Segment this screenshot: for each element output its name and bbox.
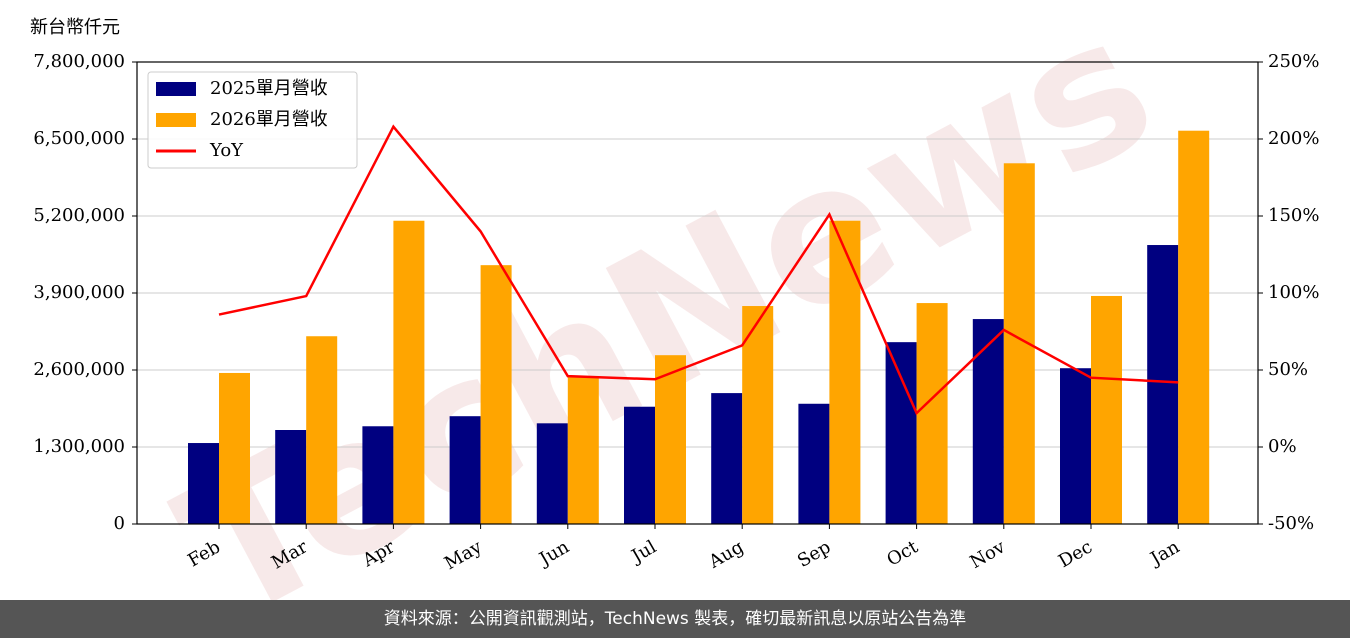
yoy-line	[218, 124, 1179, 416]
bar	[829, 220, 861, 524]
bar	[567, 377, 599, 524]
bar	[275, 430, 307, 524]
legend-swatch	[156, 82, 196, 96]
y2-tick-label: 100%	[1268, 282, 1319, 303]
y2-tick-label: -50%	[1268, 513, 1314, 534]
bar	[742, 306, 774, 524]
y-tick-label: 5,200,000	[33, 205, 125, 226]
bar	[1147, 245, 1179, 524]
bar	[916, 303, 948, 524]
bar	[1178, 130, 1210, 524]
bar	[536, 423, 568, 524]
legend-label: YoY	[209, 140, 244, 161]
bar	[711, 393, 743, 524]
bar	[219, 372, 250, 524]
x-tick-label: Nov	[966, 536, 1009, 573]
y-tick-label: 6,500,000	[33, 128, 125, 149]
bar	[393, 220, 425, 524]
bar	[1060, 368, 1091, 524]
bar	[655, 355, 686, 524]
bar	[306, 336, 338, 524]
x-tick-label: Jul	[626, 536, 660, 568]
bar	[480, 265, 512, 524]
bar	[188, 443, 219, 524]
y-tick-label: 1,300,000	[33, 436, 125, 457]
x-tick-label: Dec	[1055, 536, 1096, 572]
bar	[1091, 295, 1122, 524]
legend-label: 2025單月營收	[210, 78, 328, 99]
y2-tick-label: 200%	[1268, 128, 1319, 149]
legend-swatch	[156, 113, 196, 127]
bar	[885, 342, 917, 524]
x-tick-label: Aug	[705, 536, 748, 573]
y-tick-label: 0	[114, 513, 125, 534]
bar	[798, 403, 830, 524]
x-tick-label: Sep	[794, 536, 834, 571]
bar	[362, 426, 394, 524]
legend-box	[147, 71, 358, 169]
bar	[449, 416, 481, 524]
bar	[624, 406, 655, 524]
bar	[972, 319, 1004, 524]
x-tick-label: Jun	[534, 536, 573, 571]
y-tick-label: 7,800,000	[33, 51, 125, 72]
y2-tick-label: 150%	[1268, 205, 1319, 226]
y2-tick-label: 50%	[1268, 359, 1308, 380]
y-tick-label: 3,900,000	[33, 282, 125, 303]
footer: 資料來源：公開資訊觀測站，TechNews 製表，確切最新訊息以原站公告為準	[0, 600, 1350, 638]
y2-tick-label: 0%	[1268, 436, 1297, 457]
x-tick-label: Oct	[883, 536, 922, 571]
legend-label: 2026單月營收	[210, 109, 328, 130]
y-axis-label: 新台幣仟元	[30, 17, 120, 38]
x-tick-label: Jan	[1145, 536, 1183, 570]
y2-tick-label: 250%	[1268, 51, 1319, 72]
y-tick-label: 2,600,000	[33, 359, 125, 380]
